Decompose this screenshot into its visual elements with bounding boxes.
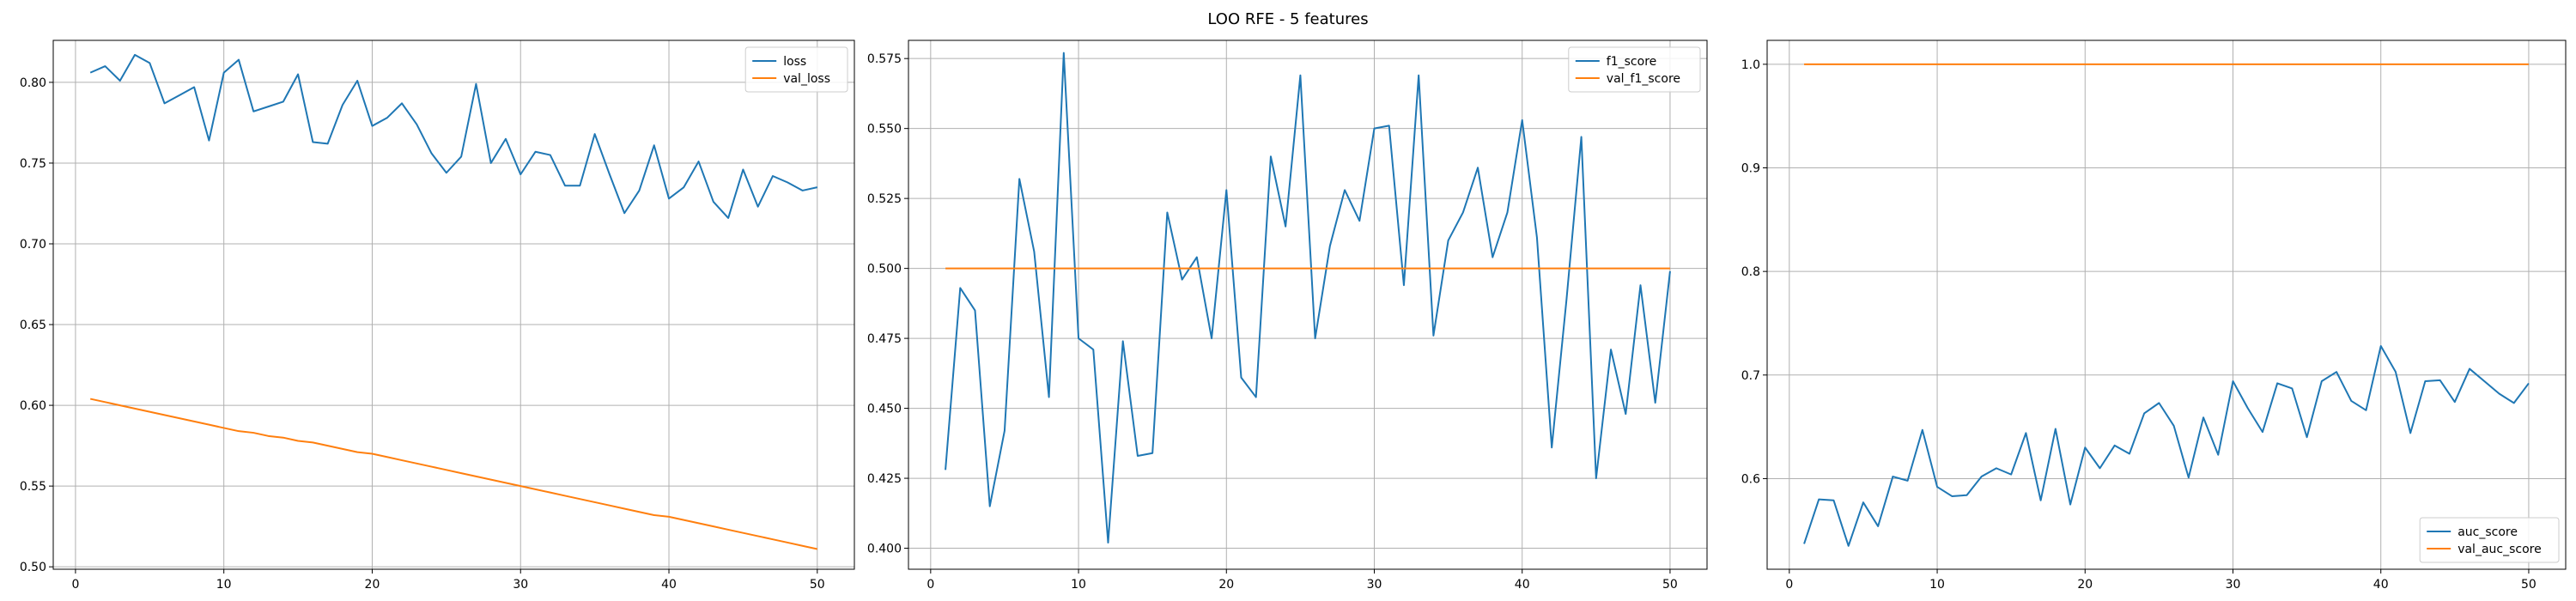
y-tick-label: 0.8 <box>1741 265 1760 279</box>
y-tick-label: 0.500 <box>867 263 902 276</box>
y-tick-label: 0.550 <box>867 123 902 137</box>
y-tick-label: 0.525 <box>867 192 902 206</box>
y-tick-label: 0.425 <box>867 472 902 486</box>
plot-area <box>908 40 1707 569</box>
x-tick-label: 20 <box>1218 578 1234 592</box>
y-tick-label: 0.6 <box>1741 472 1760 486</box>
x-tick-label: 0 <box>927 578 934 592</box>
y-tick-label: 0.50 <box>20 561 46 574</box>
figure-title: LOO RFE - 5 features <box>1207 10 1368 28</box>
series-line-val-loss <box>89 398 818 550</box>
axes-frame <box>52 39 855 570</box>
x-tick-label: 30 <box>1367 578 1382 592</box>
legend-label-auc-score: auc_score <box>2458 525 2518 539</box>
y-tick-label: 0.475 <box>867 332 902 346</box>
x-tick-label: 20 <box>365 578 380 592</box>
x-tick-label: 30 <box>2226 578 2241 592</box>
y-tick-label: 0.60 <box>20 399 46 413</box>
legend: f1_score val_f1_score <box>1568 46 1701 93</box>
y-tick-label: 0.75 <box>20 157 46 171</box>
x-tick-label: 0 <box>1785 578 1793 592</box>
series-line-f1-score <box>945 52 1671 544</box>
x-tick-label: 10 <box>216 578 232 592</box>
x-tick-label: 10 <box>1929 578 1945 592</box>
x-tick-label: 50 <box>1662 578 1678 592</box>
subplot-f1-score: 0 10 20 30 40 50 0.400 0.425 0.450 0.475 0.500 0.52… <box>867 39 1708 592</box>
x-tick-label: 40 <box>2373 578 2389 592</box>
legend: auc_score val_auc_score <box>2419 517 2560 563</box>
x-tick-label: 0 <box>71 578 79 592</box>
legend-label-f1-score: f1_score <box>1607 55 1656 69</box>
x-tick-label: 40 <box>1515 578 1530 592</box>
legend-label-val-auc-score: val_auc_score <box>2458 543 2542 556</box>
axes-frame <box>1766 39 2567 570</box>
legend-label-val-loss: val_loss <box>783 72 830 86</box>
x-tick-label: 50 <box>810 578 825 592</box>
subplot-auc-score: 0 10 20 30 40 50 0.6 0.7 0.8 0.9 1.0 auc_score val_a… <box>1741 39 2567 592</box>
y-tick-label: 1.0 <box>1741 58 1760 72</box>
y-tick-label: 0.575 <box>867 52 902 66</box>
y-tick-label: 0.70 <box>20 238 46 252</box>
subplot-loss: 0 10 20 30 40 50 0.50 0.55 0.60 0.65 0.70 0.75 0.80 l… <box>20 39 855 592</box>
legend-box <box>1568 46 1701 93</box>
y-tick-label: 0.80 <box>20 76 46 90</box>
legend-label-loss: loss <box>783 55 806 69</box>
legend: loss val_loss <box>744 46 848 93</box>
y-tick-label: 0.7 <box>1741 369 1760 383</box>
plot-area <box>53 40 854 569</box>
x-tick-label: 20 <box>2077 578 2093 592</box>
y-tick-label: 0.450 <box>867 403 902 416</box>
legend-box <box>2419 517 2560 563</box>
y-tick-label: 0.9 <box>1741 162 1760 176</box>
y-tick-label: 0.400 <box>867 543 902 556</box>
x-tick-label: 50 <box>2521 578 2537 592</box>
series-line-auc-score <box>1803 345 2530 547</box>
y-tick-label: 0.65 <box>20 319 46 332</box>
legend-label-val-f1-score: val_f1_score <box>1607 72 1680 86</box>
axes-frame <box>908 39 1708 570</box>
x-tick-label: 10 <box>1071 578 1086 592</box>
y-tick-label: 0.55 <box>20 480 46 494</box>
legend-box <box>744 46 848 93</box>
x-tick-label: 30 <box>513 578 528 592</box>
plot-area <box>1767 40 2566 569</box>
series-line-loss <box>89 53 818 219</box>
x-tick-label: 40 <box>661 578 677 592</box>
